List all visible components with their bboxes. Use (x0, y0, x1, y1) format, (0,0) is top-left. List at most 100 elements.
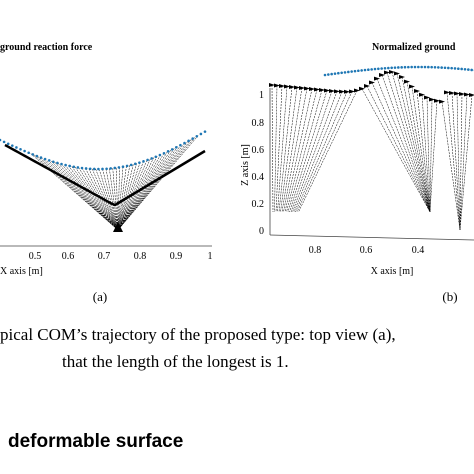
com-point (166, 150, 170, 153)
com-point (370, 68, 373, 71)
com-point (125, 164, 129, 168)
com-point (357, 69, 360, 73)
force-line (293, 91, 343, 213)
arrow-head (394, 71, 400, 76)
com-point (187, 139, 190, 143)
arrow-head (274, 83, 280, 88)
force-line (78, 167, 119, 231)
force-line (290, 90, 333, 213)
force-line (117, 135, 199, 231)
force-line (102, 168, 119, 231)
com-point (433, 65, 437, 69)
com-point (199, 132, 203, 136)
com-point (427, 65, 430, 69)
force-line (109, 168, 119, 231)
force-line (429, 100, 438, 213)
com-point (413, 65, 417, 69)
com-point (340, 71, 343, 75)
force-line (47, 159, 119, 231)
com-point (175, 146, 178, 149)
arrow-head (439, 99, 445, 104)
arrow-head (374, 76, 380, 81)
force-line (117, 153, 165, 231)
com-point (35, 154, 39, 158)
com-point (142, 160, 145, 163)
com-point (43, 157, 47, 161)
x-tick-label: 0.8 (134, 251, 147, 262)
com-point (467, 68, 470, 71)
com-point (52, 160, 55, 164)
com-point (76, 166, 80, 169)
force-line (459, 93, 463, 231)
z-tick-label: 0.6 (252, 145, 265, 156)
com-point (443, 66, 447, 70)
force-line (366, 85, 431, 213)
force-line (117, 142, 185, 231)
force-line (117, 167, 120, 231)
arrow-head (334, 89, 340, 94)
force-line (401, 76, 431, 213)
com-point (101, 167, 104, 171)
arrow-head (419, 92, 425, 97)
x-tick-label: 0.9 (170, 251, 183, 262)
arrow-head (384, 70, 390, 75)
arrow-head (464, 92, 470, 97)
force-line (271, 84, 274, 213)
com-point (377, 67, 380, 71)
force-line (117, 151, 168, 231)
com-point (327, 73, 330, 76)
force-line (64, 164, 119, 231)
section-heading: deformable surface (8, 431, 183, 452)
arrow-head (279, 84, 285, 88)
force-line (287, 89, 323, 213)
x-tick-label: 0.7 (98, 251, 111, 262)
com-point (80, 166, 84, 170)
force-line (117, 148, 175, 231)
com-point (347, 70, 350, 74)
arrow-head (379, 72, 385, 77)
com-point (195, 134, 199, 138)
caption-line: that the length of the longest is 1. (62, 352, 289, 371)
com-point (129, 163, 133, 167)
caption-line: pical COM’s trajectory of the proposed t… (0, 325, 396, 344)
arrow-head (389, 70, 395, 74)
arrow-head (459, 91, 465, 96)
com-point (162, 151, 166, 155)
com-point (170, 148, 174, 151)
com-point (393, 66, 397, 69)
x-axis-label: X axis [m] (0, 266, 43, 277)
com-point (380, 67, 383, 70)
force-line (426, 97, 431, 213)
com-point (0, 138, 2, 142)
x-tick-label: 0.8 (309, 245, 322, 256)
z-tick-label: 0.4 (252, 172, 265, 183)
force-line (391, 71, 431, 213)
arrow-head (364, 84, 370, 89)
force-line (286, 89, 318, 213)
com-point (113, 166, 117, 170)
force-line (33, 154, 119, 231)
force-line (71, 166, 119, 231)
force-line (361, 88, 431, 213)
com-point (430, 65, 433, 69)
force-line (117, 166, 124, 231)
force-line (406, 81, 431, 213)
com-point (460, 67, 463, 71)
arrow-head (344, 89, 350, 94)
com-point (360, 69, 363, 72)
com-point (183, 141, 186, 145)
x-tick-label: 1 (208, 251, 213, 262)
force-line (295, 91, 348, 213)
force-line (421, 94, 431, 213)
com-point (373, 67, 377, 71)
x-tick-label: 0.6 (360, 245, 373, 256)
force-line (57, 162, 119, 231)
force-line (61, 163, 119, 231)
com-point (68, 164, 71, 168)
com-point (363, 68, 367, 72)
force-line (371, 82, 431, 213)
arrow-head (339, 89, 345, 94)
force-line (275, 85, 283, 213)
arrow-head (454, 91, 460, 96)
